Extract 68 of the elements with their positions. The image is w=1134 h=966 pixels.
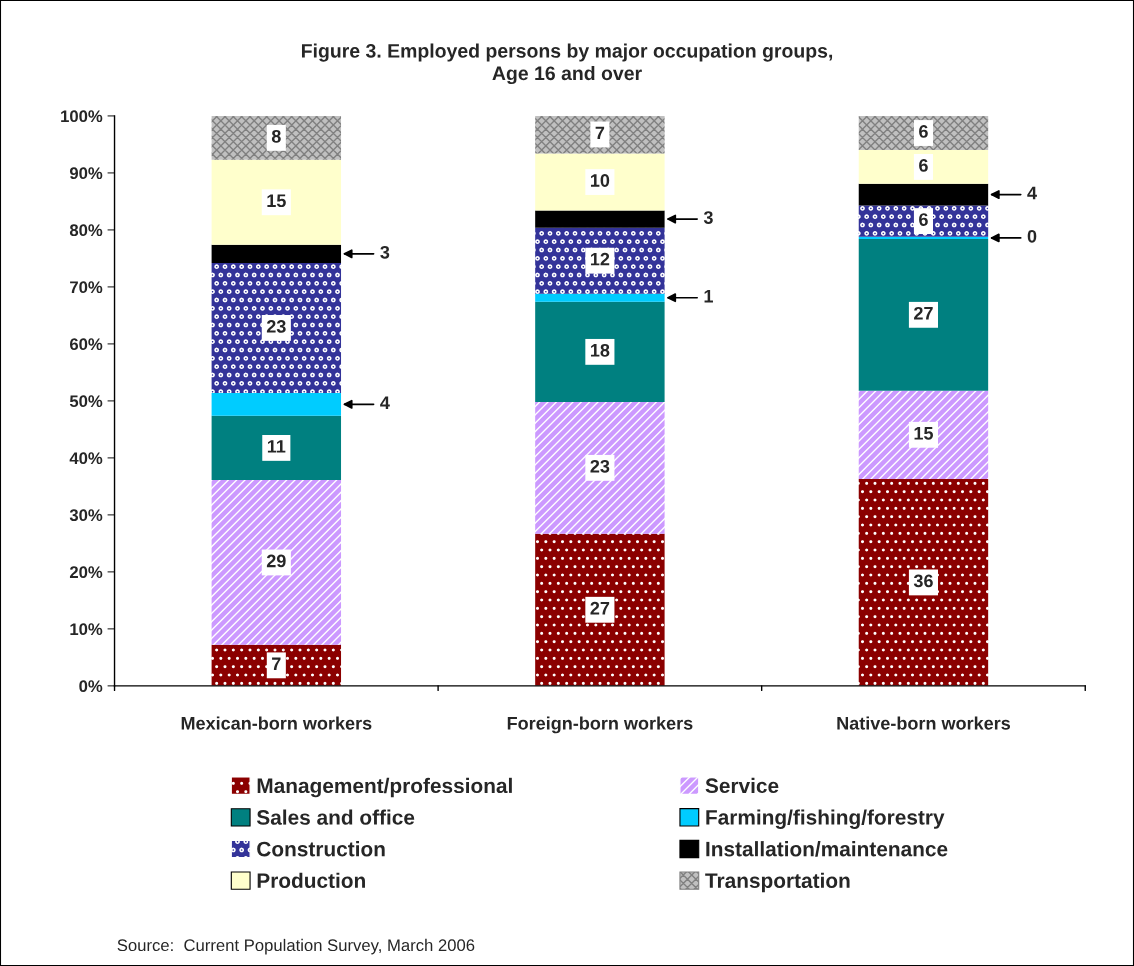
y-tick-label: 70% xyxy=(70,281,103,294)
x-tick-label: Mexican-born workers xyxy=(181,716,372,730)
data-label: 7 xyxy=(595,126,605,140)
data-label: 10 xyxy=(590,174,610,187)
data-label: 6 xyxy=(919,213,928,226)
y-tick-label: 60% xyxy=(69,338,103,351)
y-tick-label: 90% xyxy=(69,167,103,180)
bar xyxy=(858,205,989,237)
source-note: Source: Current Population Survey, March 2006 xyxy=(117,938,475,955)
bar xyxy=(858,390,989,479)
legend-label: Management/professional xyxy=(257,777,512,798)
bar xyxy=(535,227,665,294)
bar xyxy=(211,415,342,481)
bar xyxy=(858,115,989,151)
legend-label: Farming/fishing/forestry xyxy=(706,809,945,829)
y-tick-label: 20% xyxy=(69,566,103,579)
bar xyxy=(211,480,342,645)
data-label: 36 xyxy=(913,574,933,588)
data-label: 27 xyxy=(590,601,610,615)
legend-label: Installation/maintenance xyxy=(706,841,948,857)
legend-label: Production xyxy=(257,872,365,889)
data-label: 4 xyxy=(1027,186,1037,200)
x-tick-label: Foreign-born workers xyxy=(507,716,693,734)
bar xyxy=(535,402,665,534)
bar xyxy=(535,301,665,403)
data-label: 6 xyxy=(919,125,928,138)
y-tick-label: 30% xyxy=(69,509,103,522)
bar xyxy=(535,153,665,211)
bar xyxy=(535,533,665,686)
data-label: 3 xyxy=(380,245,390,259)
bar xyxy=(535,115,665,154)
data-label: 23 xyxy=(590,459,610,473)
data-label: 23 xyxy=(266,320,286,333)
data-label: 12 xyxy=(590,252,610,266)
y-tick-label: 10% xyxy=(70,623,103,636)
legend-label: Sales and office xyxy=(256,809,415,825)
data-label: 27 xyxy=(914,306,933,320)
data-label: 3 xyxy=(703,211,713,224)
bar xyxy=(858,239,989,391)
bar xyxy=(211,392,342,416)
legend-label: Construction xyxy=(257,841,385,857)
y-tick-label: 100% xyxy=(61,110,103,123)
data-label: 15 xyxy=(914,427,933,440)
bar xyxy=(211,644,342,686)
y-tick-label: 50% xyxy=(69,395,103,408)
y-tick-label: 0% xyxy=(79,680,103,693)
bar xyxy=(211,262,342,393)
legend-label: Service xyxy=(705,777,779,794)
legend-label: Transportation xyxy=(705,872,850,893)
data-label: 11 xyxy=(267,440,286,453)
data-label: 15 xyxy=(267,194,286,208)
bar xyxy=(858,478,989,686)
bar xyxy=(858,150,989,184)
data-label: 18 xyxy=(590,343,610,357)
y-tick-label: 80% xyxy=(69,224,103,237)
data-label: 6 xyxy=(919,158,928,172)
bar xyxy=(858,183,989,206)
bar xyxy=(211,115,342,160)
data-label: 0 xyxy=(1027,229,1037,243)
data-label: 8 xyxy=(271,129,281,143)
data-label: 1 xyxy=(704,289,713,303)
x-tick-label: Native-born workers xyxy=(837,716,1011,730)
data-label: 4 xyxy=(380,396,390,409)
y-tick-label: 40% xyxy=(69,452,103,465)
data-label: 29 xyxy=(266,554,286,568)
bar xyxy=(211,159,342,245)
data-label: 7 xyxy=(272,657,281,671)
chart-title: Figure 3. Employed persons by major occupation groups, Age 16 and over xyxy=(301,43,833,85)
